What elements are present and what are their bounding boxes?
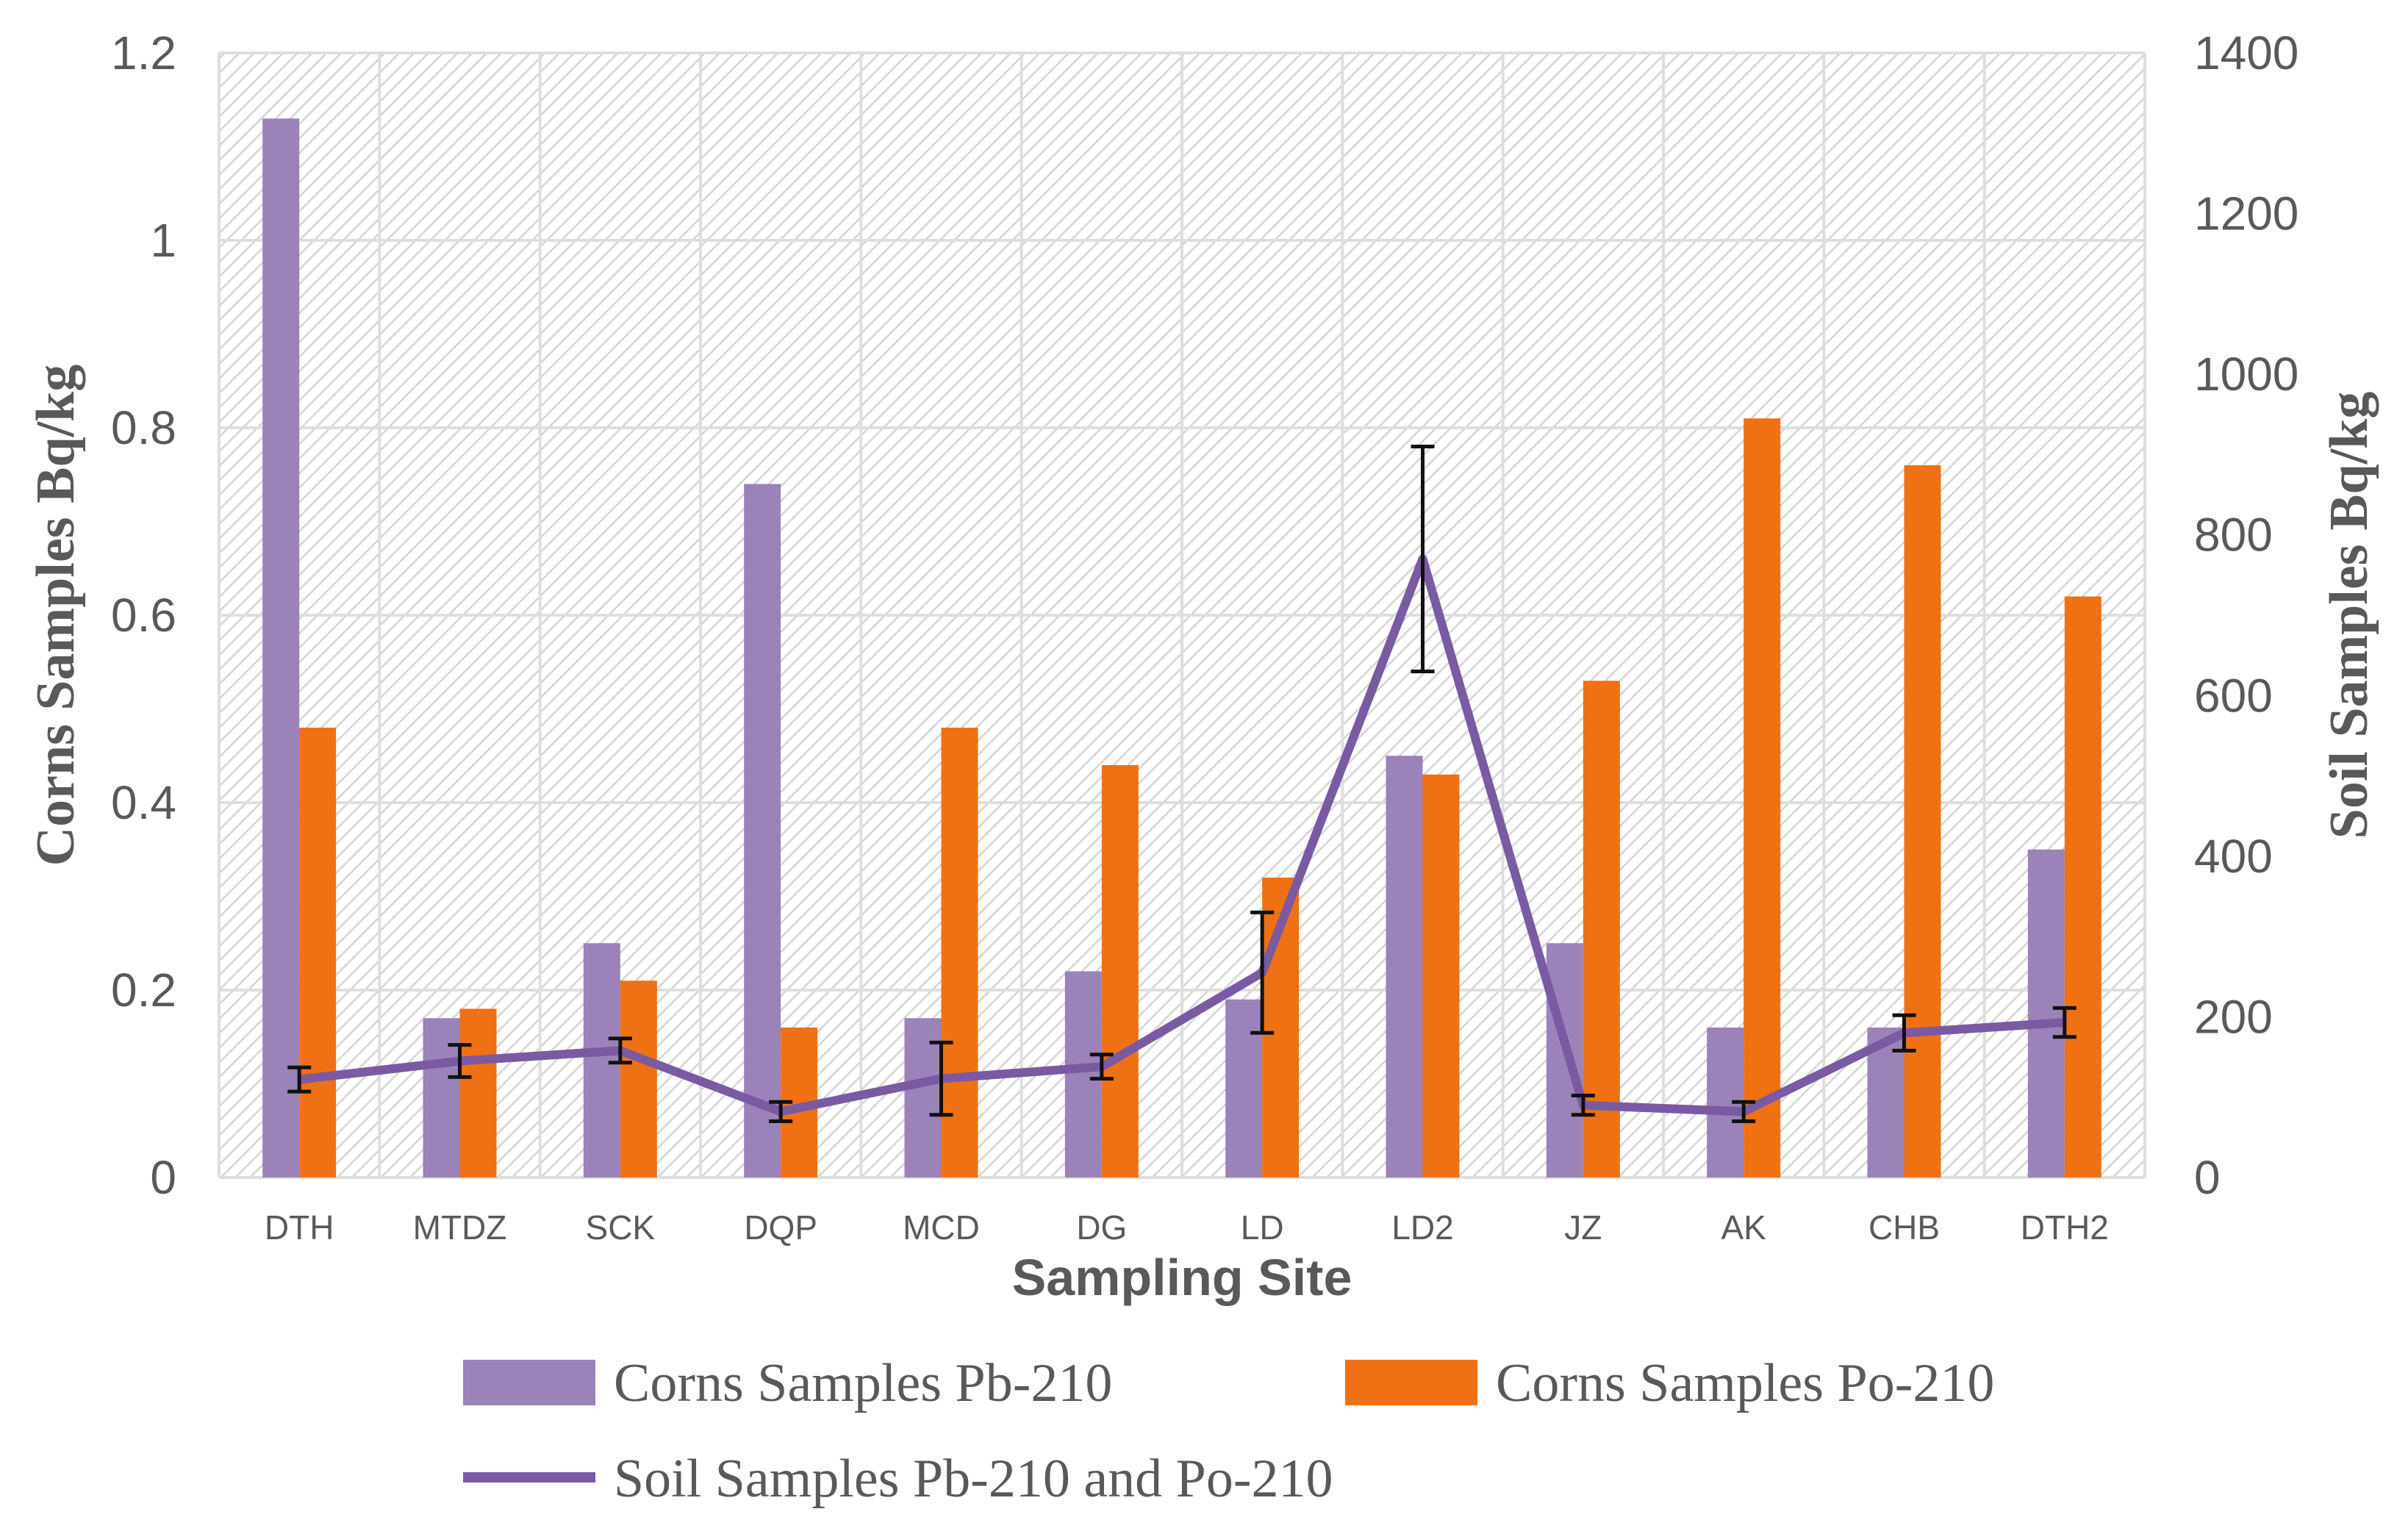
x-tick-label: DTH — [265, 1208, 334, 1247]
bar-pb210 — [1225, 999, 1263, 1177]
bar-pb210 — [1386, 756, 1423, 1177]
grid — [218, 51, 2146, 1179]
bar-po210 — [459, 1008, 497, 1177]
x-tick-label: DTH2 — [2021, 1208, 2109, 1247]
bar-pb210 — [423, 1018, 460, 1177]
y-tick-label: 1.2 — [111, 26, 176, 79]
bar-po210 — [1904, 465, 1941, 1177]
y2-axis-title: Soil Samples Bq/kg — [2319, 392, 2379, 839]
bar-po210 — [299, 728, 337, 1177]
y2-tick-label: 1000 — [2194, 348, 2298, 401]
legend-label-po210: Corns Samples Po-210 — [1496, 1353, 1994, 1413]
bar-po210 — [941, 728, 978, 1177]
bar-pb210 — [583, 943, 620, 1177]
bars — [262, 118, 2101, 1177]
x-tick-label: AK — [1721, 1208, 1766, 1247]
legend-label-soil: Soil Samples Pb-210 and Po-210 — [614, 1449, 1333, 1509]
y2-tick-label: 400 — [2194, 830, 2273, 883]
legend-swatch-po210 — [1345, 1360, 1477, 1405]
x-tick-label: CHB — [1868, 1208, 1940, 1247]
bar-pb210 — [744, 484, 781, 1177]
right-axis-ticks: 0 200 400 600 800 1000 1200 1400 — [2194, 26, 2298, 1204]
bar-pb210 — [1546, 943, 1583, 1177]
x-tick-label: SCK — [586, 1208, 656, 1247]
x-axis-ticks: DTH MTDZ SCK DQP MCD DG LD LD2 JZ AK CHB DTH2 — [265, 1208, 2109, 1247]
bar-po210 — [1744, 418, 1781, 1177]
y-tick-label: 1 — [150, 214, 176, 267]
bar-po210 — [2064, 596, 2101, 1177]
bar-po210 — [620, 981, 657, 1177]
y2-tick-label: 600 — [2194, 669, 2273, 722]
x-tick-label: DG — [1076, 1208, 1127, 1247]
legend-swatch-pb210 — [463, 1360, 595, 1405]
x-tick-label: DQP — [744, 1208, 817, 1247]
bar-pb210 — [262, 118, 300, 1177]
bar-pb210 — [904, 1018, 942, 1177]
y-tick-label: 0.2 — [111, 964, 176, 1017]
x-tick-label: MCD — [903, 1208, 980, 1247]
soil-line — [287, 445, 2076, 1123]
soil-series-line — [298, 554, 2065, 1116]
y2-tick-label: 200 — [2194, 990, 2273, 1043]
y-tick-label: 0.6 — [111, 589, 176, 642]
x-tick-label: LD2 — [1391, 1208, 1453, 1247]
x-tick-label: JZ — [1564, 1208, 1602, 1247]
bar-pb210 — [2027, 849, 2065, 1177]
y2-tick-label: 0 — [2194, 1151, 2221, 1204]
legend: Corns Samples Pb-210 Corns Samples Po-21… — [463, 1353, 1994, 1509]
y-tick-label: 0 — [150, 1151, 176, 1204]
y2-tick-label: 1200 — [2194, 187, 2298, 240]
y-tick-label: 0.8 — [111, 401, 176, 454]
bar-pb210 — [1064, 971, 1102, 1177]
y2-tick-label: 800 — [2194, 509, 2273, 562]
legend-label-pb210: Corns Samples Pb-210 — [614, 1353, 1112, 1413]
x-tick-label: LD — [1241, 1208, 1284, 1247]
left-axis-ticks: 0 0.2 0.4 0.6 0.8 1 1.2 — [111, 26, 176, 1204]
y-axis-title: Corns Samples Bq/kg — [26, 365, 86, 867]
bar-po210 — [1101, 765, 1139, 1177]
x-tick-label: MTDZ — [413, 1208, 507, 1247]
y2-tick-label: 1400 — [2194, 26, 2298, 79]
y-tick-label: 0.4 — [111, 776, 176, 829]
x-axis-title: Sampling Site — [1012, 1249, 1352, 1306]
bar-po210 — [1422, 774, 1460, 1177]
